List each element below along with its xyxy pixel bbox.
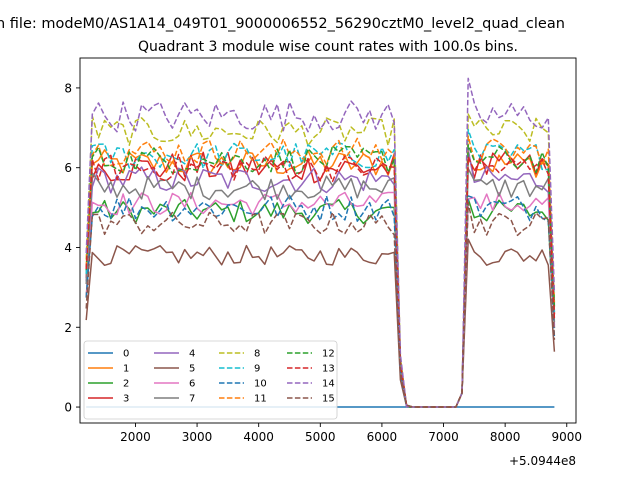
- axis-ticks: 2000 3000 4000 5000 6000 7000 8000 9000 0 2 4 6 8: [64, 81, 582, 444]
- figure-suptitle: n file: modeM0/AS1A14_049T01_9000006552_…: [0, 16, 565, 32]
- legend-box: [83, 340, 338, 420]
- legend-label-13: 13: [322, 364, 335, 375]
- y-tick-label: 0: [64, 401, 72, 415]
- legend-label-6: 6: [189, 379, 195, 390]
- series-line-12: [85, 144, 556, 408]
- series-line-8: [85, 113, 556, 408]
- plot-lines: [85, 77, 556, 408]
- legend-label-8: 8: [254, 349, 260, 360]
- legend-label-14: 14: [322, 379, 335, 390]
- legend-label-12: 12: [322, 349, 335, 360]
- series-line-14: [85, 77, 556, 408]
- series-line-11: [85, 135, 556, 408]
- series-line-10: [85, 194, 556, 408]
- series-line-13: [85, 153, 556, 408]
- legend-label-0: 0: [123, 349, 129, 360]
- x-tick-label: 5000: [305, 430, 336, 444]
- legend-label-10: 10: [254, 379, 267, 390]
- y-tick-label: 2: [64, 321, 72, 335]
- legend-label-3: 3: [123, 394, 129, 405]
- y-tick-label: 6: [64, 161, 72, 175]
- series-line-4: [85, 148, 556, 408]
- chart-title: Quadrant 3 module wise count rates with …: [138, 39, 518, 55]
- legend-label-11: 11: [254, 394, 267, 405]
- series-line-15: [85, 201, 556, 408]
- legend-label-5: 5: [189, 364, 195, 375]
- x-tick-label: 6000: [367, 430, 398, 444]
- legend-label-2: 2: [123, 379, 129, 390]
- x-tick-label: 4000: [243, 430, 274, 444]
- legend-label-4: 4: [189, 349, 195, 360]
- x-tick-label: 7000: [428, 430, 459, 444]
- legend-label-7: 7: [189, 394, 195, 405]
- series-line-6: [85, 191, 556, 408]
- y-tick-label: 4: [64, 241, 72, 255]
- x-tick-label: 8000: [490, 430, 521, 444]
- x-tick-label: 9000: [551, 430, 582, 444]
- series-line-2: [85, 198, 556, 408]
- legend-label-9: 9: [254, 364, 260, 375]
- legend-label-1: 1: [123, 364, 129, 375]
- x-tick-label: 2000: [120, 430, 151, 444]
- legend-label-15: 15: [322, 394, 335, 405]
- plot-frame: [79, 57, 577, 424]
- x-offset-label: +5.0944e8: [509, 454, 576, 468]
- series-line-9: [85, 128, 556, 408]
- series-line-5: [85, 238, 556, 408]
- x-tick-label: 3000: [182, 430, 213, 444]
- y-tick-label: 8: [64, 81, 72, 95]
